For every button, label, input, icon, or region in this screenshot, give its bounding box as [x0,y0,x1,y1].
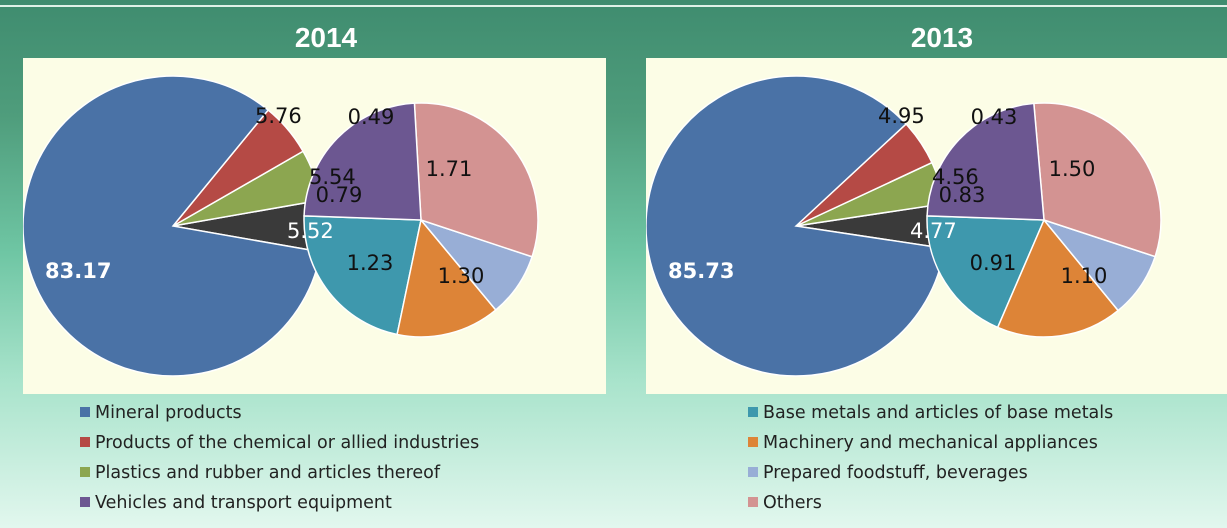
legend-label: Others [763,493,822,513]
pie-chart-2014: 83.17 5.76 5.54 5.52 1.23 0.79 0.49 1.71 1.30 [23,75,539,377]
legend-item-base-metals-and-articles-of-base-metals: Base metals and articles of base metals [748,398,1227,428]
legend-swatch [748,497,758,507]
legend-item-vehicles-and-transport-equipment: Vehicles and transport equipment [80,488,640,518]
pie-panel-2013: 85.73 4.95 4.56 4.77 0.91 0.83 0.43 1.50 1.10 [646,58,1227,394]
sub-pie-slice-1-vehicles-and-transport-equipment [926,102,1045,221]
legend-item-machinery-and-mechanical-appliances: Machinery and mechanical appliances [748,428,1227,458]
legend-label: Vehicles and transport equipment [95,493,392,513]
data-label-1-plastics-and-rubber-and-articles-thereof: 4.56 [932,165,979,189]
legend-label: Machinery and mechanical appliances [763,433,1098,453]
legend-swatch [80,497,90,507]
legend-swatch [748,407,758,417]
legend-label: Plastics and rubber and articles thereof [95,463,441,483]
sub-data-label-1-base-metals-and-articles-of-base-metals: 0.91 [970,251,1017,275]
data-label-0-products-of-the-chemical-or-allied-industries: 5.76 [255,104,302,128]
legend-item-others: Others [748,488,1227,518]
data-label-0-plastics-and-rubber-and-articles-thereof: 5.54 [309,165,356,189]
pie-panel-2014: 83.17 5.76 5.54 5.52 1.23 0.79 0.49 1.71 1.30 [23,58,606,394]
sub-data-label-0-machinery-and-mechanical-appliances: 0.79 [316,183,363,207]
sub-data-label-0-base-metals-and-articles-of-base-metals: 1.23 [347,251,394,275]
legend-item-prepared-foodstuff-beverages: Prepared foodstuff, beverages [748,458,1227,488]
sub-pie-slice-0-machinery-and-mechanical-appliances [396,218,497,338]
sub-data-label-1-vehicles-and-transport-equipment: 1.10 [1061,264,1108,288]
data-label-1-products-of-the-chemical-or-allied-industries: 4.95 [878,104,925,128]
sub-pie-slice-0-vehicles-and-transport-equipment [303,102,422,221]
chart-title-2014: 2014 [294,22,358,53]
sub-data-label-0-prepared-foodstuff-beverages: 0.49 [348,105,395,129]
sub-data-label-1-others: 1.50 [1049,157,1096,181]
data-label-0-mineral-products: 83.17 [45,259,111,283]
top-divider [0,5,1227,7]
sub-pie-slice-0-others [413,102,539,258]
legend-swatch [748,437,758,447]
data-label-1-others-aggregated: 4.77 [910,219,957,243]
legend-label: Base metals and articles of base metals [763,403,1114,423]
legend-right: Base metals and articles of base metals M… [748,398,1227,518]
legend-label: Prepared foodstuff, beverages [763,463,1028,483]
legend-item-plastics-and-rubber-and-articles-thereof: Plastics and rubber and articles thereof [80,458,640,488]
sub-pie-slice-1-others [1033,102,1162,258]
pie-chart-2013: 85.73 4.95 4.56 4.77 0.91 0.83 0.43 1.50 1.10 [646,75,1162,377]
sub-pie-slice-1-base-metals-and-articles-of-base-metals [926,215,1046,329]
legend-swatch [80,437,90,447]
sub-data-label-0-vehicles-and-transport-equipment: 1.30 [438,264,485,288]
chart-title-2013: 2013 [910,22,974,53]
sub-data-label-0-others: 1.71 [426,157,473,181]
legend-item-products-of-the-chemical-or-allied-industries: Products of the chemical or allied indus… [80,428,640,458]
sub-pie-slice-0-base-metals-and-articles-of-base-metals [303,215,422,336]
sub-data-label-1-prepared-foodstuff-beverages: 0.43 [971,105,1018,129]
sub-data-label-1-machinery-and-mechanical-appliances: 0.83 [939,183,986,207]
data-label-0-others-aggregated: 5.52 [287,219,334,243]
pie-slice-0-mineral-products [23,75,322,377]
sub-pie-slice-1-machinery-and-mechanical-appliances [996,218,1120,338]
pie-slice-1-mineral-products [646,75,946,377]
legend-swatch [748,467,758,477]
legend-swatch [80,467,90,477]
legend-label: Mineral products [95,403,242,423]
legend-item-mineral-products: Mineral products [80,398,640,428]
legend-label: Products of the chemical or allied indus… [95,433,480,453]
legend-swatch [80,407,90,417]
legend-left: Mineral products Products of the chemical… [80,398,640,518]
data-label-1-mineral-products: 85.73 [668,259,734,283]
